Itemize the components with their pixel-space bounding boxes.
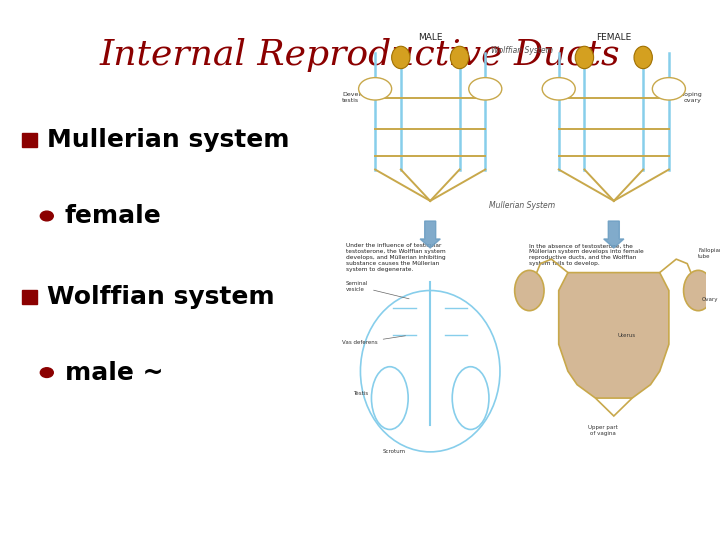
Text: Testis: Testis [353, 391, 368, 396]
Circle shape [392, 46, 410, 69]
FancyArrow shape [603, 221, 624, 248]
Text: Uterus: Uterus [618, 333, 636, 338]
Ellipse shape [452, 367, 489, 429]
Ellipse shape [361, 291, 500, 452]
Circle shape [634, 46, 652, 69]
Polygon shape [559, 273, 669, 398]
Text: Ovary: Ovary [702, 297, 719, 302]
Text: Fallopian
tube: Fallopian tube [698, 248, 720, 259]
Text: Vas deferens: Vas deferens [342, 336, 405, 345]
FancyBboxPatch shape [22, 133, 37, 147]
Text: male ~: male ~ [65, 361, 163, 384]
Circle shape [575, 46, 593, 69]
Text: female: female [65, 204, 161, 228]
Ellipse shape [372, 367, 408, 429]
Circle shape [451, 46, 469, 69]
Text: FEMALE: FEMALE [596, 33, 631, 42]
Circle shape [40, 211, 53, 221]
Ellipse shape [683, 271, 713, 310]
Text: Developing
testis: Developing testis [342, 92, 378, 103]
Text: Mullerian System: Mullerian System [489, 201, 555, 210]
Text: Under the influence of testicular
testosterone, the Wolffian system
develops, an: Under the influence of testicular testos… [346, 244, 446, 272]
Ellipse shape [515, 271, 544, 310]
Text: Wolffian System: Wolffian System [491, 46, 553, 55]
Text: Mullerian system: Mullerian system [47, 129, 289, 152]
Text: Developing
ovary: Developing ovary [666, 92, 702, 103]
Text: Seminal
vesicle: Seminal vesicle [346, 281, 409, 299]
Text: MALE: MALE [418, 33, 443, 42]
Text: Wolffian system: Wolffian system [47, 285, 274, 309]
Ellipse shape [359, 78, 392, 100]
Ellipse shape [542, 78, 575, 100]
FancyBboxPatch shape [22, 290, 37, 304]
Ellipse shape [469, 78, 502, 100]
Text: Scrotum: Scrotum [382, 449, 405, 454]
Text: Internal Reproductive Ducts: Internal Reproductive Ducts [100, 38, 620, 72]
Text: Upper part
of vagina: Upper part of vagina [588, 425, 618, 436]
Ellipse shape [652, 78, 685, 100]
FancyArrow shape [420, 221, 441, 248]
Circle shape [40, 368, 53, 377]
Text: In the absence of testosterone, the
Müllerian system develops into female
reprod: In the absence of testosterone, the Müll… [529, 244, 644, 266]
